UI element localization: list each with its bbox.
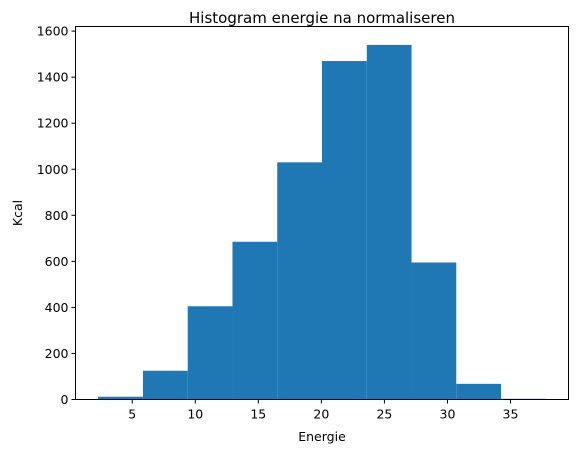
histogram-bar	[366, 44, 412, 400]
ticks-group: 5 10 15 20 25 30 35 0 200 400 600 800 1000 1200 1400 16…	[37, 24, 519, 422]
y-tick-label: 0	[61, 392, 69, 407]
histogram-bar	[411, 262, 457, 400]
histogram-bar	[277, 162, 322, 400]
y-axis-label: Kcal	[10, 200, 25, 226]
x-tick-label: 5	[128, 407, 136, 422]
x-tick-label: 25	[376, 407, 392, 422]
y-tick-label: 1400	[37, 70, 69, 85]
plot-frame	[75, 26, 569, 400]
histogram-bar	[187, 306, 233, 400]
histogram-bar	[142, 370, 188, 400]
chart-title: Histogram energie na normaliseren	[189, 9, 455, 27]
bars-group	[98, 44, 546, 400]
histogram-bar	[456, 383, 502, 400]
y-tick-label: 400	[45, 300, 69, 315]
histogram-bar	[232, 241, 278, 400]
x-tick-label: 30	[440, 407, 456, 422]
x-tick-label: 10	[187, 407, 203, 422]
histogram-bar	[322, 61, 367, 400]
y-tick-label: 800	[45, 208, 69, 223]
x-tick-label: 15	[250, 407, 266, 422]
x-axis-label: Energie	[298, 429, 346, 444]
x-tick-label: 35	[503, 407, 519, 422]
histogram-bar	[98, 396, 143, 400]
y-tick-label: 200	[45, 346, 69, 361]
y-tick-label: 1000	[37, 162, 69, 177]
y-tick-label: 1600	[37, 24, 69, 39]
y-tick-label: 1200	[37, 116, 69, 131]
x-tick-label: 20	[313, 407, 329, 422]
y-tick-label: 600	[45, 254, 69, 269]
